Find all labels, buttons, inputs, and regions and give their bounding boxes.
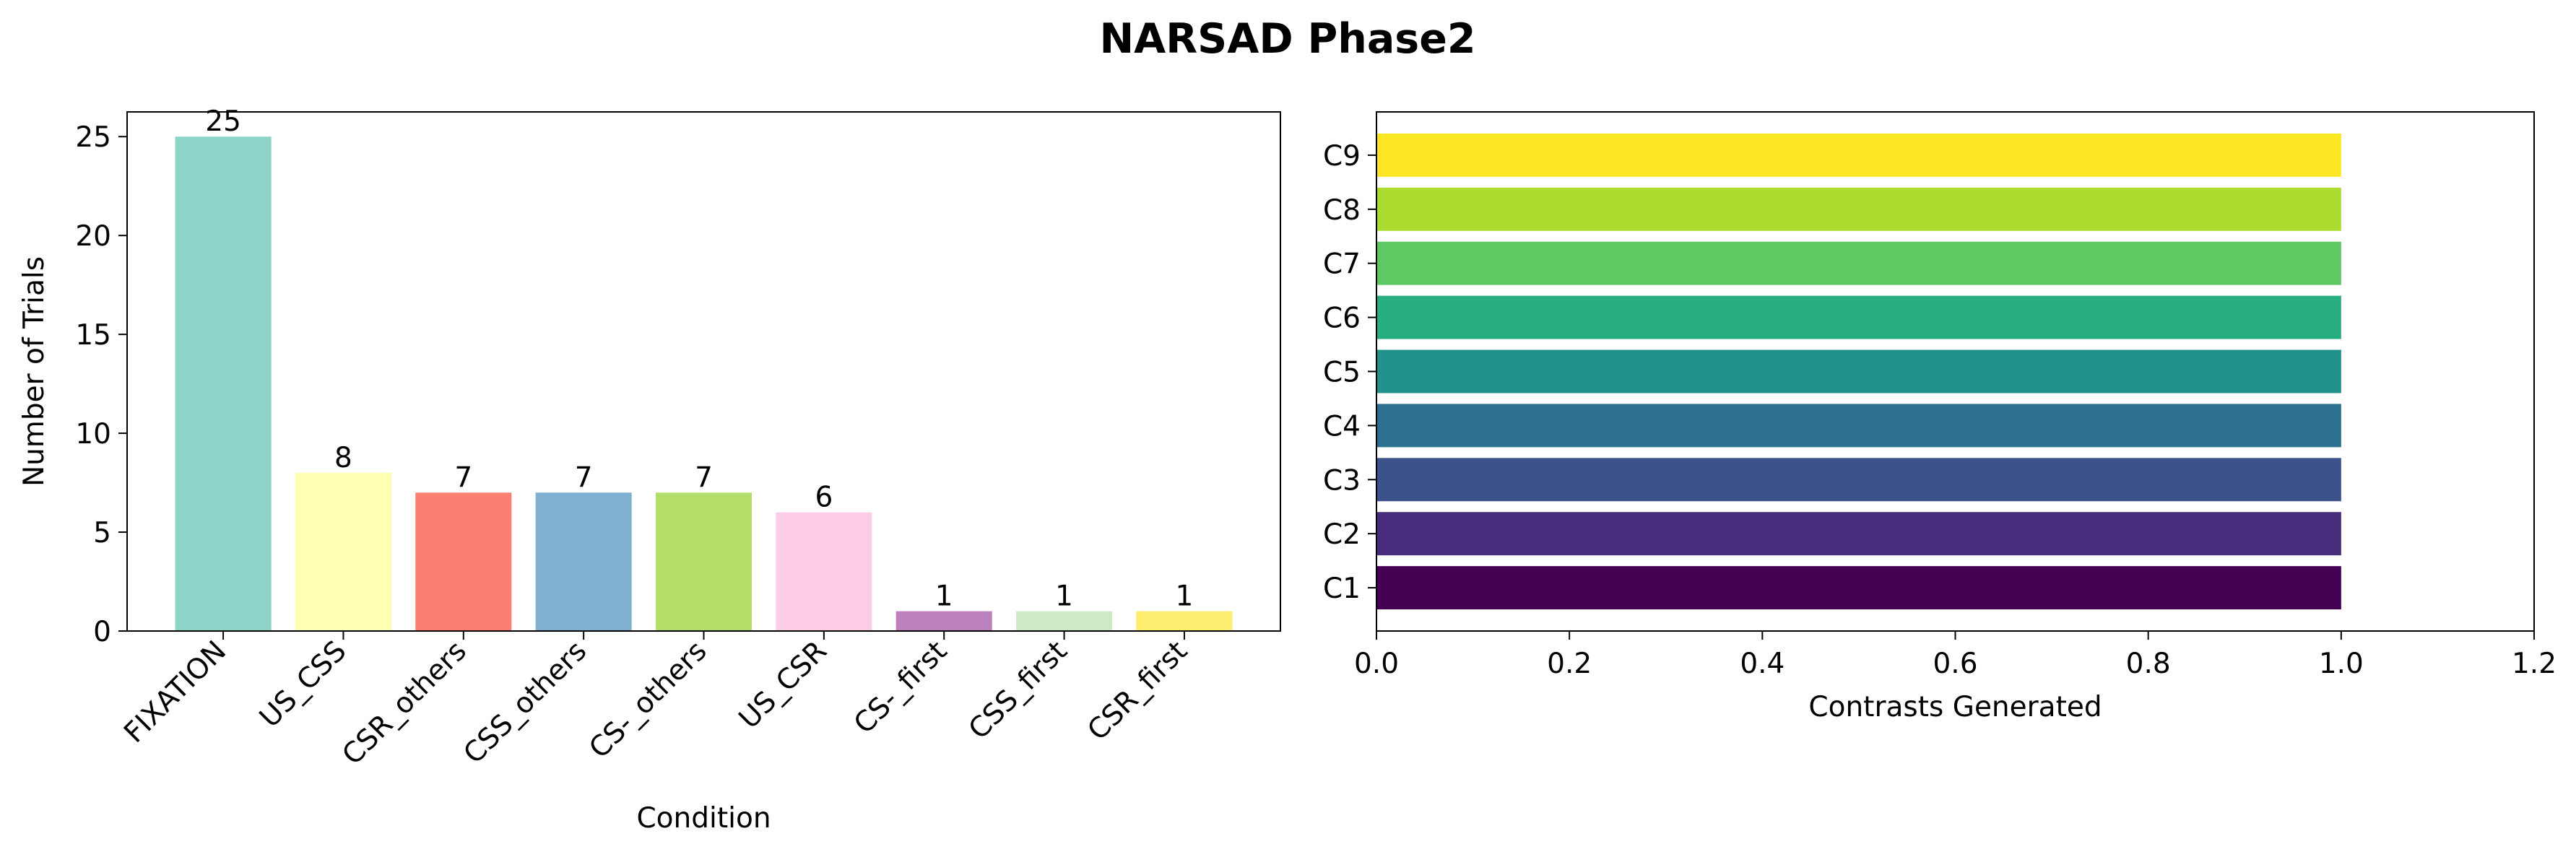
y-tick-label: 25 bbox=[75, 121, 111, 154]
bar-C9 bbox=[1376, 133, 2341, 177]
contrasts-bar-chart: C1 C2 C3 C4 C5 C6 C7 C8 C9 0.0 0.2 0.4 0.6 0.8 1.0 1.2 C… bbox=[1323, 111, 2557, 723]
bar-FIXATION bbox=[175, 136, 272, 631]
y-tick-label: C8 bbox=[1323, 194, 1361, 227]
bar-value-label: 7 bbox=[454, 461, 472, 494]
bar-value-label: 6 bbox=[815, 482, 833, 514]
x-tick-label: CSR_others bbox=[336, 635, 472, 771]
y-tick-label: C6 bbox=[1323, 303, 1361, 335]
y-tick-label: 20 bbox=[75, 220, 111, 253]
trials-bar-chart: 25 FIXATION 8 US_CSS 7 CSR_others 7 CSS_others 7… bbox=[18, 105, 1281, 835]
plot-frame bbox=[1376, 111, 2535, 632]
x-tick-label: CS-_first bbox=[848, 635, 953, 740]
x-tick-label: CSR_first bbox=[1082, 635, 1194, 747]
bar-value-label: 1 bbox=[1055, 580, 1073, 613]
x-axis-label: Contrasts Generated bbox=[1808, 691, 2102, 723]
x-tick-label: US_CSS bbox=[253, 635, 353, 734]
bar-C5 bbox=[1376, 349, 2341, 393]
bar-value-label: 25 bbox=[205, 105, 241, 138]
bar-CSR_first bbox=[1136, 611, 1233, 631]
y-tick-label: 0 bbox=[93, 616, 111, 648]
bar-CSS_others bbox=[535, 492, 632, 631]
bar-CS-_first bbox=[895, 611, 992, 631]
bar-value-label: 1 bbox=[935, 580, 953, 613]
x-tick-label: CSS_first bbox=[963, 635, 1074, 746]
bar-C4 bbox=[1376, 404, 2341, 448]
y-tick-label: C4 bbox=[1323, 410, 1361, 443]
y-tick-label: C2 bbox=[1323, 518, 1361, 551]
bar-value-label: 8 bbox=[334, 442, 352, 474]
x-tick-label: FIXATION bbox=[118, 635, 233, 749]
y-tick-label: 10 bbox=[75, 418, 111, 451]
bar-US_CSR bbox=[776, 512, 872, 631]
y-tick-label: C3 bbox=[1323, 464, 1361, 497]
y-tick-label: C1 bbox=[1323, 573, 1361, 605]
bar-value-label: 1 bbox=[1176, 580, 1194, 613]
x-tick-label: 0.4 bbox=[1740, 648, 1784, 680]
bar-C3 bbox=[1376, 458, 2341, 502]
plot-frame bbox=[126, 111, 1281, 632]
bar-C8 bbox=[1376, 187, 2341, 231]
bar-value-label: 7 bbox=[695, 461, 713, 494]
x-tick-label: 0.0 bbox=[1354, 648, 1399, 680]
bar-C6 bbox=[1376, 295, 2341, 339]
x-tick-label: 1.0 bbox=[2319, 648, 2364, 680]
bar-CSR_others bbox=[415, 492, 512, 631]
bar-C1 bbox=[1376, 566, 2341, 610]
y-tick-label: C7 bbox=[1323, 248, 1361, 281]
bar-US_CSS bbox=[295, 472, 391, 631]
x-tick-label: CSS_others bbox=[458, 635, 594, 770]
y-axis-label: Number of Trials bbox=[18, 256, 51, 487]
x-tick-label: 0.8 bbox=[2126, 648, 2171, 680]
y-tick-label: 15 bbox=[75, 319, 111, 352]
x-axis-label: Condition bbox=[636, 802, 771, 835]
bar-C2 bbox=[1376, 512, 2341, 556]
x-tick-label: 0.2 bbox=[1547, 648, 1592, 680]
y-tick-label: C5 bbox=[1323, 357, 1361, 389]
bar-value-label: 7 bbox=[575, 461, 593, 494]
x-tick-label: US_CSR bbox=[733, 635, 833, 735]
bar-C7 bbox=[1376, 241, 2341, 285]
x-tick-label: 1.2 bbox=[2512, 648, 2557, 680]
y-tick-label: 5 bbox=[93, 517, 111, 549]
bar-CS-_others bbox=[655, 492, 753, 631]
y-tick-label: C9 bbox=[1323, 140, 1361, 173]
x-tick-label: 0.6 bbox=[1933, 648, 1977, 680]
figure-title: NARSAD Phase2 bbox=[1099, 15, 1475, 63]
bar-CSS_first bbox=[1016, 611, 1113, 631]
x-tick-label: CS-_others bbox=[583, 635, 713, 765]
